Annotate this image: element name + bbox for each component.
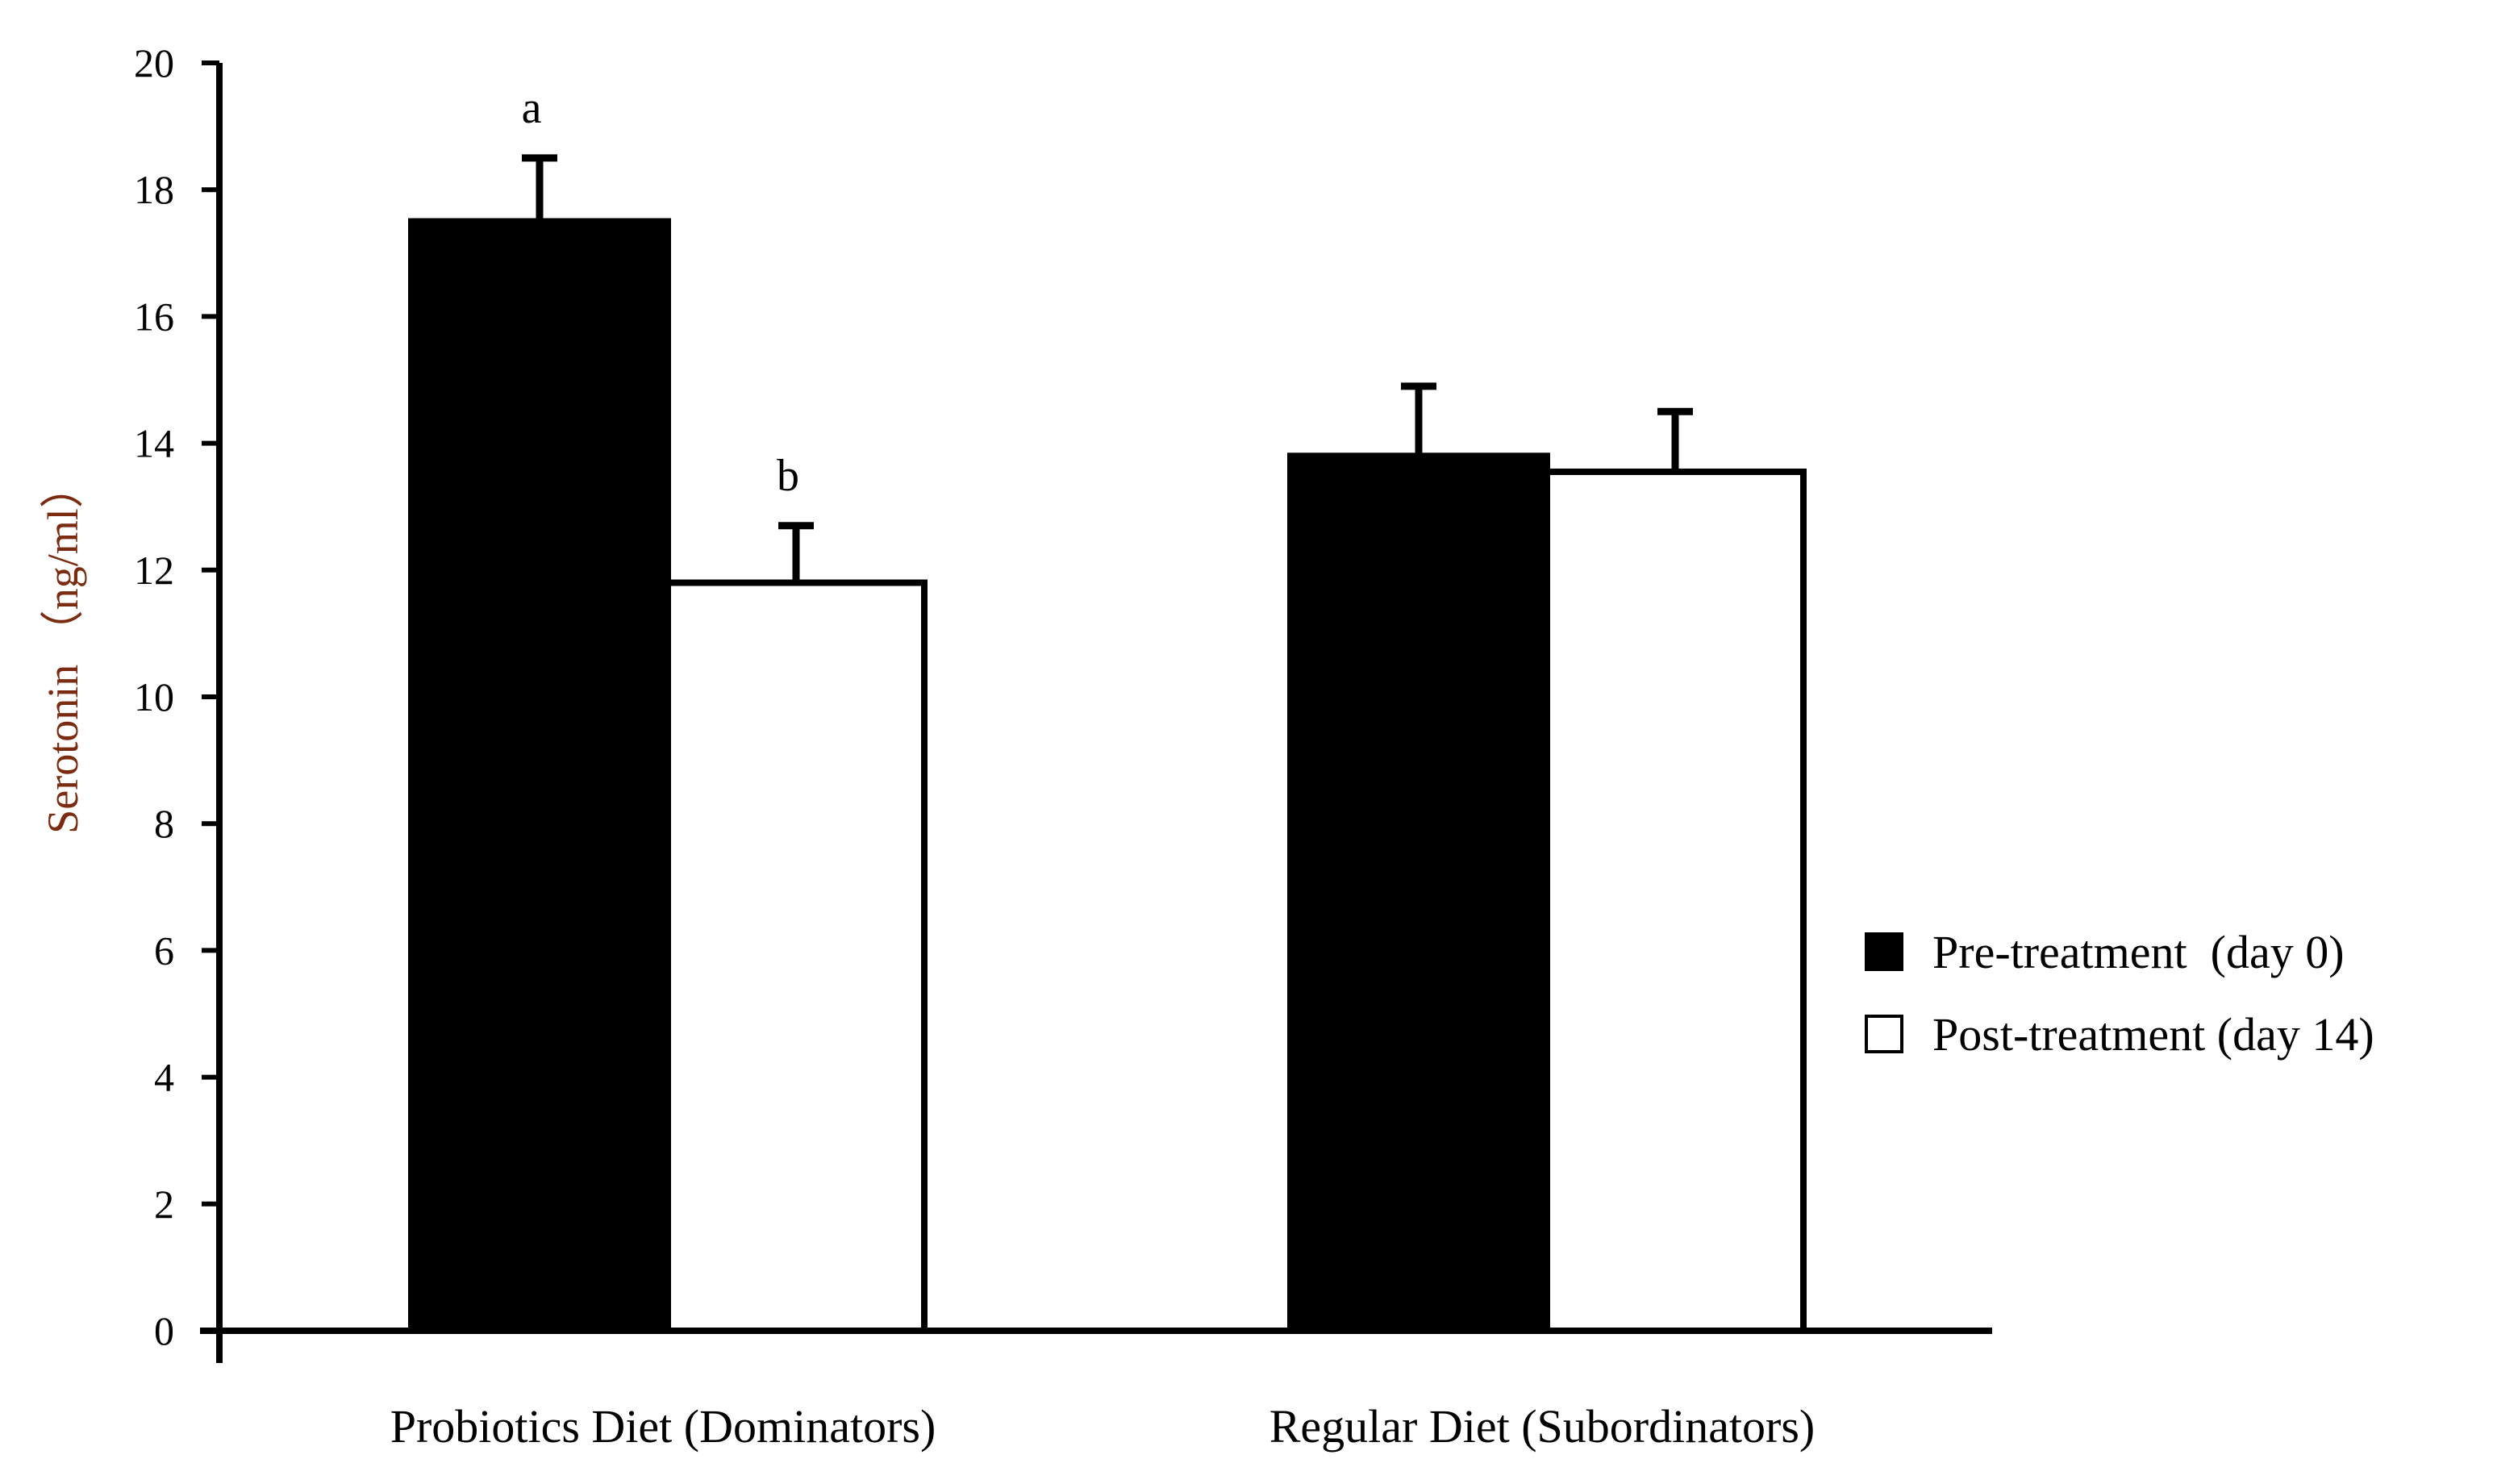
bar-pre-0 [408,218,671,1334]
y-tick-label-18: 18 [134,167,174,212]
y-tick-label-20: 20 [134,40,174,85]
y-tick-label-4: 4 [154,1055,174,1100]
y-tick-label-8: 8 [154,801,174,846]
y-tick-label-10: 10 [134,674,174,719]
y-tick-label-14: 14 [134,421,174,466]
y-axis-title: Serotonin （ng/ml） [39,465,87,834]
y-tick-label-2: 2 [154,1182,174,1227]
x-category-label-0: Probiotics Diet (Dominators) [390,1400,936,1453]
bar-post-0 [665,579,928,1334]
y-tick-label-0: 0 [154,1308,174,1353]
significance-label-a: a [522,83,542,133]
legend-label-pre: Pre-treatment (day 0) [1932,926,2345,978]
significance-label-b: b [777,451,799,501]
bar-post-1 [1544,468,1807,1334]
bar-pre-1 [1287,452,1550,1335]
legend-swatch-pre [1865,932,1903,971]
legend-label-post: Post-treatment (day 14) [1932,1008,2374,1061]
y-tick-label-12: 12 [134,548,174,593]
legend-swatch-post [1865,1015,1903,1053]
y-tick-label-6: 6 [154,928,174,973]
x-category-label-1: Regular Diet (Subordinators) [1269,1400,1816,1453]
y-tick-label-16: 16 [134,294,174,339]
